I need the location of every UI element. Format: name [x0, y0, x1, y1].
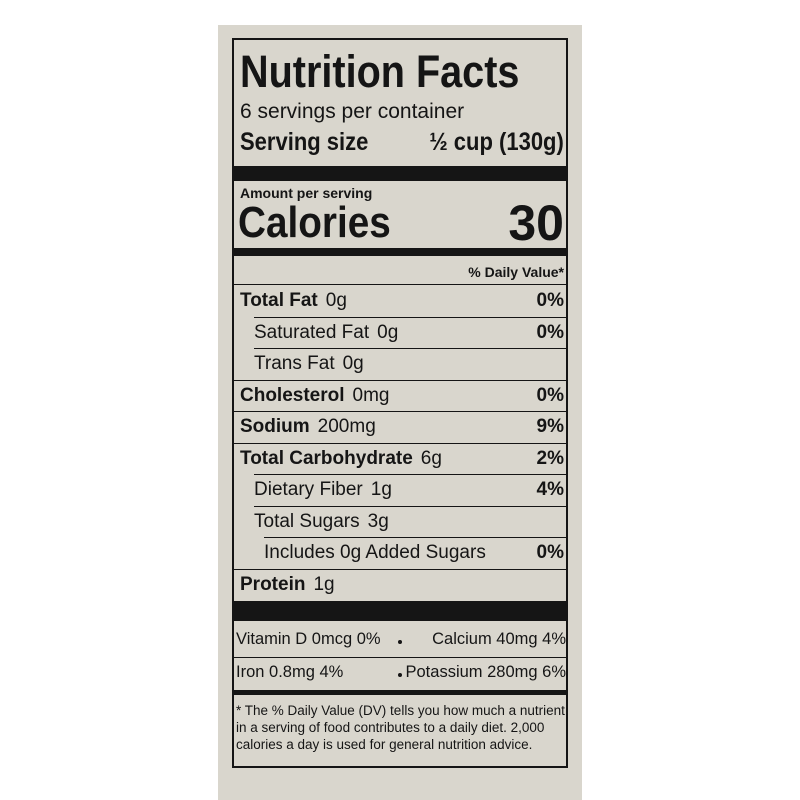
vitamin-right: Potassium 280mg 6%	[405, 663, 567, 681]
footnote-line: * The % Daily Value (DV) tells you how m…	[236, 703, 565, 718]
nutrient-amount: 0mg	[352, 384, 390, 406]
rule	[264, 537, 566, 538]
dv-header: % Daily Value*	[468, 264, 564, 280]
nutrient-amount: 1g	[370, 479, 392, 500]
thick-rule	[234, 166, 566, 181]
label-border	[232, 38, 568, 768]
nutrient-row: Total Fat 0g 0%	[234, 285, 566, 317]
nutrient-amount: 0g	[377, 321, 399, 343]
nutrient-name: Total Carbohydrate	[240, 447, 413, 469]
calories-label: Calories	[238, 198, 391, 247]
rule	[234, 379, 566, 381]
nutrient-name: Cholesterol	[240, 384, 345, 406]
nutrient-row: Protein 1g	[234, 569, 566, 601]
rule	[234, 657, 566, 658]
nutrient-dv: 0%	[536, 290, 564, 311]
nutrient-dv: 0%	[536, 542, 564, 563]
vitamin-right: Calcium 40mg 4%	[432, 630, 566, 648]
footnote-line: in a serving of food contributes to a da…	[236, 720, 545, 735]
nutrient-row: Cholesterol 0mg 0%	[234, 380, 566, 412]
nutrient-row: Saturated Fat 0g 0%	[234, 317, 566, 349]
serving-size-label: Serving size	[240, 128, 369, 156]
nutrient-amount: 0g	[342, 353, 364, 374]
nutrient-name: Total Sugars	[254, 510, 360, 532]
nutrient-row: Includes 0g Added Sugars 0%	[234, 537, 566, 569]
label-panel	[218, 25, 582, 800]
vitamin-left: Vitamin D 0mcg 0%	[236, 630, 381, 648]
bullet	[398, 673, 402, 677]
nutrient-dv: 0%	[536, 321, 564, 343]
title: Nutrition Facts	[240, 46, 520, 97]
nutrient-amount: 6g	[420, 447, 442, 469]
amount-per-serving: Amount per serving	[240, 185, 373, 201]
nutrient-name: Sodium	[240, 416, 310, 437]
rule	[254, 348, 566, 349]
bullet	[398, 640, 402, 644]
thick-rule	[234, 601, 566, 621]
rule	[254, 474, 566, 475]
calories-value: 30	[508, 195, 564, 251]
nutrient-name: Dietary Fiber	[254, 479, 363, 500]
nutrient-dv: 2%	[536, 447, 564, 469]
rule	[234, 568, 566, 570]
nutrient-name: Protein	[240, 573, 306, 595]
vitamin-left: Iron 0.8mg 4%	[236, 663, 344, 681]
rule	[254, 505, 566, 507]
medium-rule	[234, 690, 566, 695]
medium-rule	[234, 248, 566, 256]
rule	[234, 411, 566, 412]
nutrient-dv: 4%	[536, 479, 564, 500]
nutrient-row: Total Carbohydrate 6g 2%	[234, 443, 566, 475]
nutrient-name: Includes 0g Added Sugars	[264, 542, 486, 563]
nutrient-amount: 200mg	[317, 416, 376, 437]
nutrient-name: Total Fat	[240, 290, 318, 311]
nutrient-amount: 3g	[367, 510, 389, 532]
rule	[254, 316, 566, 318]
nutrient-name: Saturated Fat	[254, 321, 370, 343]
nutrient-dv: 9%	[536, 416, 564, 437]
nutrient-amount: 0g	[325, 290, 347, 311]
nutrient-dv: 0%	[536, 384, 564, 406]
servings: 6 servings per container	[240, 100, 465, 123]
nutrient-row: Trans Fat 0g	[234, 348, 566, 380]
nutrient-row: Dietary Fiber 1g 4%	[234, 474, 566, 506]
nutrient-name: Trans Fat	[254, 353, 335, 374]
nutrient-amount: 1g	[313, 573, 335, 595]
serving-size-value: ½ cup (130g)	[429, 128, 564, 156]
rule	[234, 442, 566, 444]
nutrient-row: Total Sugars 3g	[234, 506, 566, 538]
footnote-line: calories a day is used for general nutri…	[236, 737, 533, 752]
nutrient-row: Sodium 200mg 9%	[234, 411, 566, 443]
rule	[234, 284, 566, 285]
